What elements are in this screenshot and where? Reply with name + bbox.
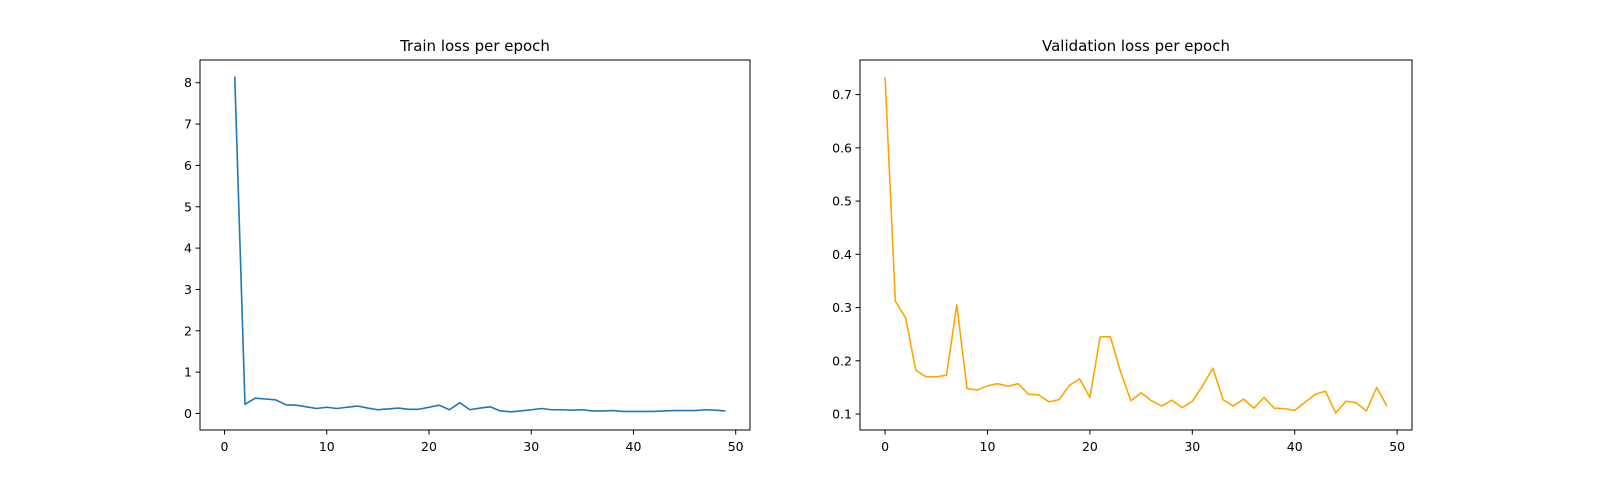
train-loss-x-tick-label: 50 xyxy=(728,439,744,454)
validation-loss-y-tick-label: 0.5 xyxy=(832,194,852,209)
validation-loss-y-tick-label: 0.6 xyxy=(832,140,852,155)
validation-loss-x-tick-label: 10 xyxy=(980,439,996,454)
validation-loss-x-tick-label: 40 xyxy=(1287,439,1303,454)
validation-loss-x-tick-label: 50 xyxy=(1389,439,1405,454)
train-loss-y-tick-label: 5 xyxy=(184,199,192,214)
train-loss-series-line xyxy=(233,76,726,413)
train-loss-y-tick-label: 7 xyxy=(184,117,192,132)
validation-loss-plot-frame xyxy=(859,59,1413,431)
validation-loss-x-tick-label: 20 xyxy=(1082,439,1098,454)
train-loss-y-tick-label: 6 xyxy=(184,158,192,173)
validation-loss-chart-title: Validation loss per epoch xyxy=(1042,37,1230,55)
validation-loss-y-tick-label: 0.3 xyxy=(832,300,852,315)
train-loss-x-tick-label: 0 xyxy=(221,439,229,454)
train-loss-chart-title: Train loss per epoch xyxy=(399,37,550,55)
train-loss-x-tick-label: 30 xyxy=(523,439,539,454)
validation-loss-y-tick-label: 0.4 xyxy=(832,247,852,262)
train-loss-chart: 0 10 20 30 40 50 0 1 2 3 4 5 6 7 8 Train loss per epoch xyxy=(184,37,751,454)
validation-loss-x-tick-label: 30 xyxy=(1184,439,1200,454)
train-loss-y-tick-label: 1 xyxy=(184,365,192,380)
train-loss-plot-frame xyxy=(199,59,751,431)
train-loss-y-tick-label: 4 xyxy=(184,241,192,256)
train-loss-x-tick-label: 20 xyxy=(421,439,437,454)
validation-loss-y-tick-label: 0.1 xyxy=(832,407,852,422)
train-loss-y-tick-label: 2 xyxy=(184,323,192,338)
validation-loss-series-line xyxy=(884,77,1388,414)
validation-loss-x-tick-label: 0 xyxy=(881,439,889,454)
train-loss-y-tick-label: 0 xyxy=(184,406,192,421)
validation-loss-y-tick-label: 0.7 xyxy=(832,87,852,102)
validation-loss-y-tick-label: 0.2 xyxy=(832,353,852,368)
validation-loss-chart: 0 10 20 30 40 50 0.1 0.2 0.3 0.4 0.5 0.6 0.7 Validati… xyxy=(832,37,1413,454)
train-loss-x-tick-label: 40 xyxy=(626,439,642,454)
train-loss-x-tick-label: 10 xyxy=(319,439,335,454)
train-loss-y-tick-label: 8 xyxy=(184,75,192,90)
train-loss-y-tick-label: 3 xyxy=(184,282,192,297)
